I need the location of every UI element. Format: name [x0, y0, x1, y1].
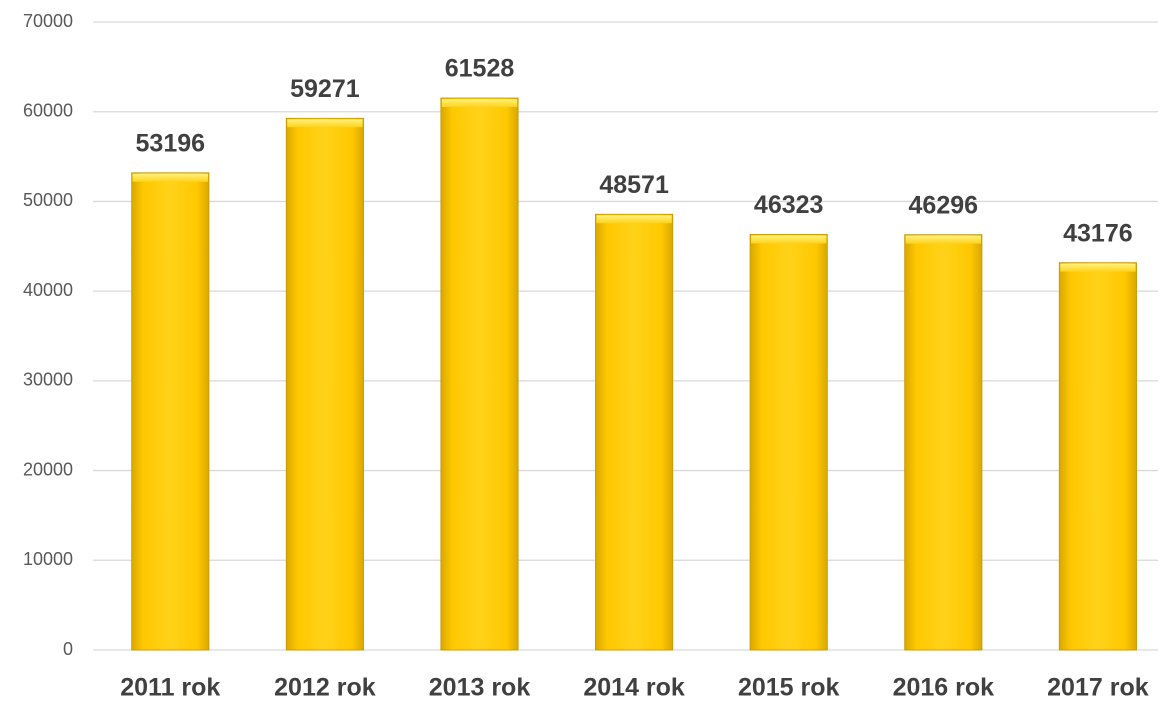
x-tick-label: 2012 rok [274, 674, 376, 702]
y-tick-label: 0 [63, 639, 73, 659]
y-tick-label: 30000 [23, 370, 73, 390]
value-label: 59271 [290, 75, 360, 103]
value-label: 53196 [136, 129, 206, 157]
y-tick-label: 60000 [23, 100, 73, 120]
x-tick-label: 2015 rok [738, 674, 840, 702]
x-tick-label: 2016 rok [893, 674, 995, 702]
y-tick-label: 70000 [23, 11, 73, 31]
bar [131, 172, 210, 651]
x-tick-label: 2014 rok [583, 674, 685, 702]
value-label: 48571 [599, 171, 669, 199]
bar [285, 117, 364, 651]
value-label: 46296 [909, 191, 979, 219]
bar-bevel [1060, 263, 1136, 272]
bar [749, 234, 828, 651]
value-label: 46323 [754, 191, 824, 219]
bar [904, 234, 983, 651]
x-tick-label: 2017 rok [1047, 674, 1149, 702]
value-label: 43176 [1063, 219, 1133, 247]
x-tick-label: 2013 rok [429, 674, 531, 702]
bar-bevel [905, 235, 981, 244]
bar [1058, 262, 1137, 651]
bar-bevel [441, 99, 518, 108]
bar [440, 97, 519, 651]
y-tick-label: 40000 [23, 280, 73, 300]
value-label: 61528 [445, 55, 515, 83]
x-tick-label: 2011 rok [120, 674, 220, 702]
bar [595, 213, 674, 651]
y-tick-label: 10000 [23, 549, 73, 569]
bar-bevel [132, 173, 208, 182]
bar-bevel [287, 119, 363, 128]
y-tick-label: 20000 [23, 459, 73, 479]
bar-bevel [596, 215, 672, 224]
bar-bevel [751, 235, 827, 244]
y-tick-label: 50000 [23, 190, 73, 210]
